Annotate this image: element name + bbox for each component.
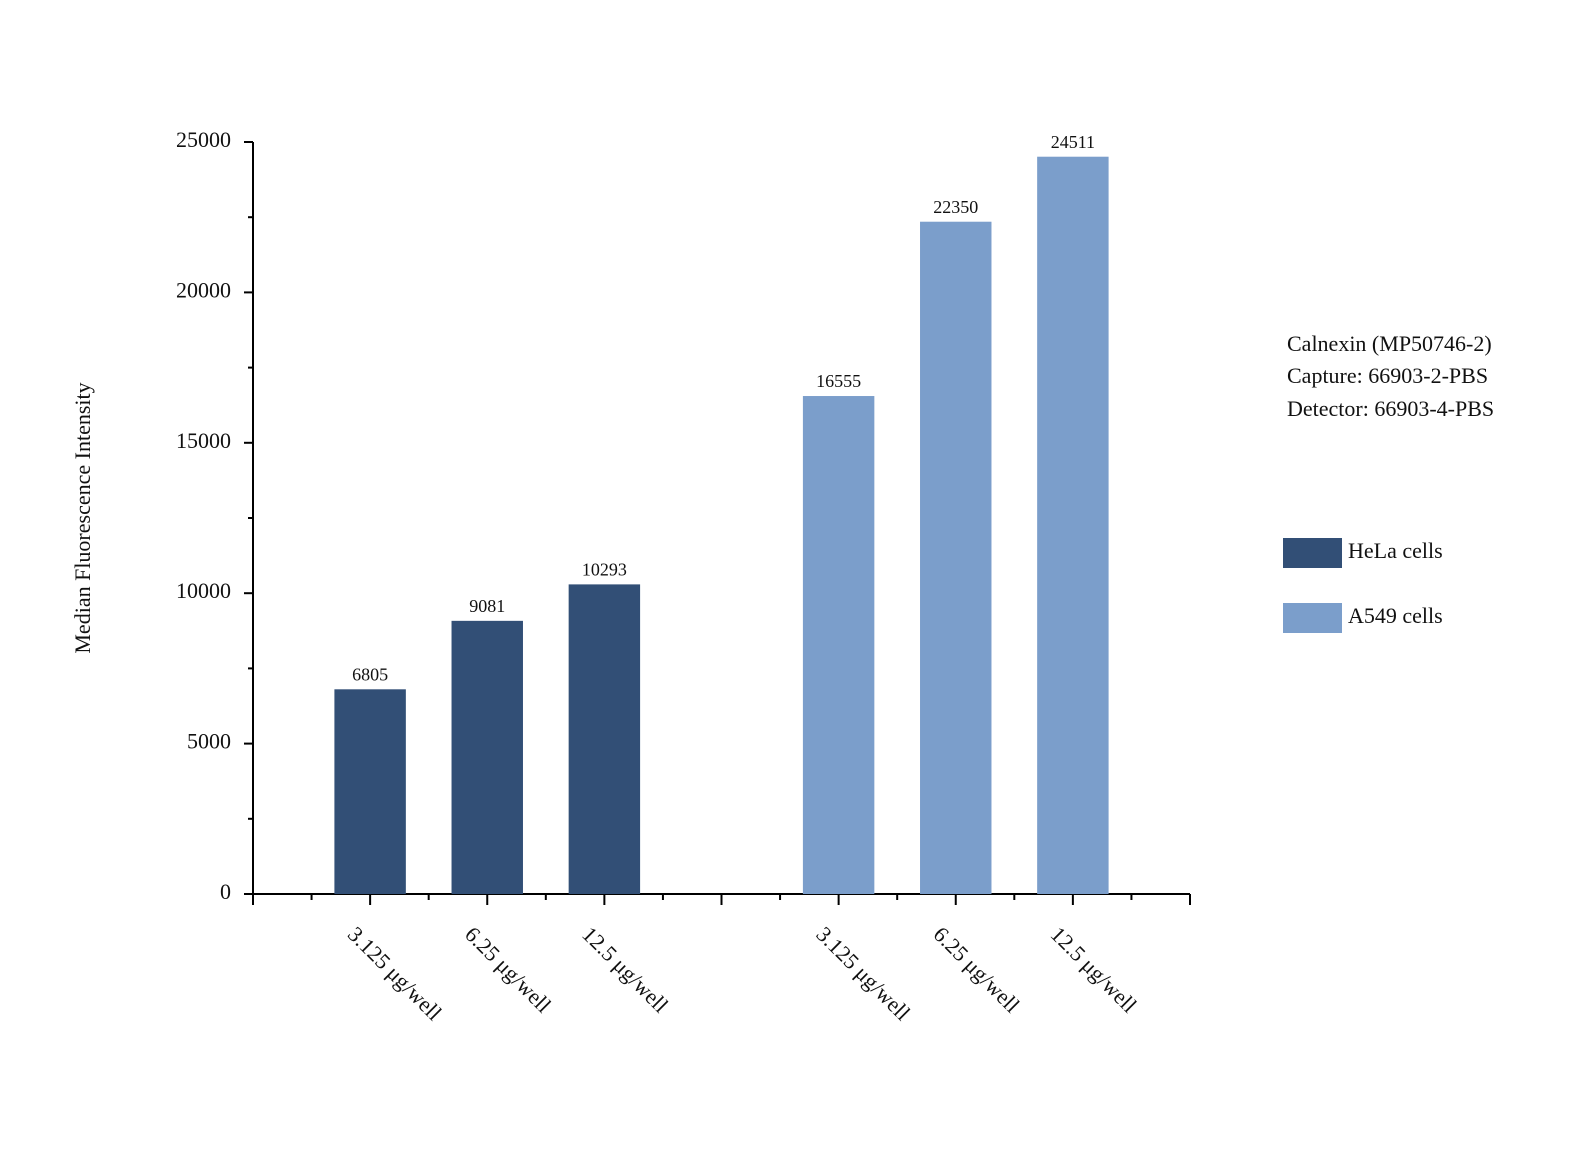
data-label: 22350: [933, 197, 978, 217]
legend-label: A549 cells: [1348, 603, 1443, 628]
x-tick-label: 3.125 μg/well: [812, 921, 916, 1025]
annotation: Detector: 66903-4-PBS: [1287, 396, 1494, 421]
data-label: 10293: [582, 560, 627, 580]
annotation: Calnexin (MP50746-2): [1287, 331, 1492, 356]
bar: [1037, 156, 1109, 895]
data-label: 24511: [1051, 132, 1095, 152]
y-tick-label: 5000: [187, 729, 231, 754]
y-tick-label: 25000: [176, 127, 231, 152]
x-tick-label: 3.125 μg/well: [343, 921, 447, 1025]
y-tick-label: 15000: [176, 428, 231, 453]
annotation: Capture: 66903-2-PBS: [1287, 363, 1488, 388]
legend-swatch: [1283, 538, 1342, 568]
legend-label: HeLa cells: [1348, 538, 1443, 563]
data-label: 16555: [816, 371, 861, 391]
y-tick-label: 20000: [176, 277, 231, 302]
data-label: 6805: [352, 664, 388, 684]
x-tick-label: 12.5 μg/well: [1046, 921, 1142, 1017]
bar: [334, 689, 406, 894]
bar: [802, 396, 875, 894]
bar: [451, 620, 523, 894]
data-label: 9081: [469, 596, 505, 616]
legend-swatch: [1283, 603, 1342, 633]
y-axis-label: Median Fluorescence Intensity: [70, 382, 95, 653]
bar: [920, 221, 992, 894]
x-tick-label: 6.25 μg/well: [460, 921, 556, 1017]
y-tick-label: 10000: [176, 578, 231, 603]
x-tick-label: 12.5 μg/well: [577, 921, 673, 1017]
y-tick-label: 0: [220, 879, 231, 904]
bar: [568, 584, 641, 894]
x-tick-label: 6.25 μg/well: [929, 921, 1025, 1017]
